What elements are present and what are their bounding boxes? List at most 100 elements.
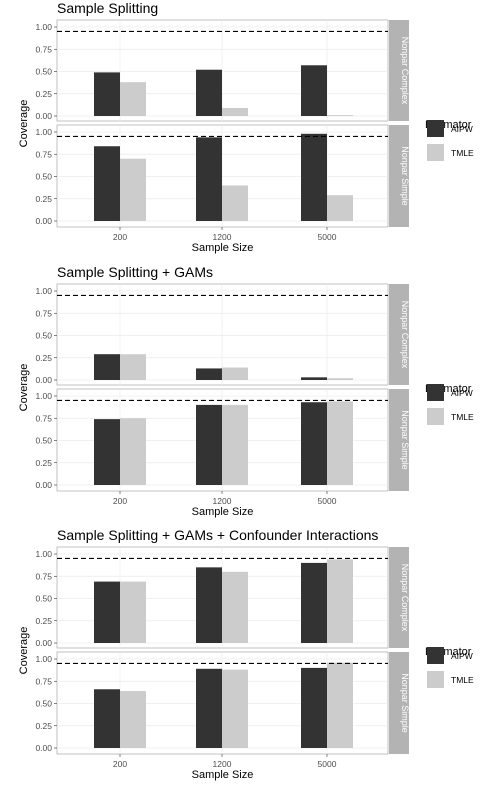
legend-key-tmle [427,144,444,161]
legend-label: TMLE [451,148,474,158]
facet-2: 0.00 0.25 0.50 0.75 1.00 Nonpar Simple [35,651,410,755]
x-tick-label: 5000 [318,496,337,506]
legend-label: AIPW [451,388,473,398]
y-tick-label: 1.00 [35,391,52,401]
bar-tmle [327,559,353,643]
y-tick-label: 0.25 [35,721,52,731]
bar-aipw [196,404,222,485]
facet-strip [389,389,409,491]
bar-tmle [222,404,248,485]
bar-aipw [301,65,327,116]
bar-aipw [94,146,120,221]
bar-tmle [327,401,353,485]
bar-aipw [301,402,327,485]
y-tick-label: 0.25 [35,616,52,626]
legend-label: AIPW [451,124,473,134]
facet-strip [389,652,409,754]
legend-key-tmle [427,671,444,688]
bar-aipw [196,668,222,748]
x-tick-label: 200 [113,496,127,506]
bar-tmle [120,354,146,380]
y-tick-label: 0.50 [35,172,52,182]
bar-tmle [222,107,248,116]
y-tick-label: 0.75 [35,44,52,54]
y-tick-label: 1.00 [35,549,52,559]
facet-strip-label: Nonpar Complex [400,301,410,369]
y-tick-label: 0.00 [35,743,52,753]
bar-tmle [327,195,353,221]
y-tick-label: 0.50 [35,67,52,77]
legend-label: AIPW [451,651,473,661]
chart-1: Sample Splitting 0.00 0.25 0.50 0.75 1.00 Nonp… [18,0,474,254]
y-tick-label: 0.25 [35,89,52,99]
legend-key-aipw [427,384,444,401]
chart-title: Sample Splitting + GAMs + Confounder Int… [57,527,378,543]
facet-strip-label: Nonpar Simple [400,410,410,470]
y-tick-label: 1.00 [35,286,52,296]
bar-tmle [222,185,248,221]
facet-1: 0.00 0.25 0.50 0.75 1.00 Nonpar Complex [35,283,410,386]
y-tick-label: 0.00 [35,216,52,226]
bar-aipw [301,562,327,643]
bar-aipw [301,377,327,380]
x-tick-label: 5000 [318,232,337,242]
legend-key-aipw [427,647,444,664]
bar-aipw [94,689,120,748]
bar-tmle [222,669,248,748]
y-tick-label: 0.50 [35,436,52,446]
facet-strip [389,125,409,227]
y-tick-label: 0.50 [35,699,52,709]
y-tick-label: 0.75 [35,308,52,318]
chart-3: Sample Splitting + GAMs + Confounder Int… [18,527,474,781]
y-tick-label: 1.00 [35,22,52,32]
y-tick-label: 0.50 [35,594,52,604]
chart-2: Sample Splitting + GAMs 0.00 0.25 0.50 0.75 1… [18,264,474,518]
bar-tmle [222,571,248,643]
y-tick-label: 0.00 [35,480,52,490]
y-tick-label: 0.75 [35,149,52,159]
x-axis-title: Sample Size [192,506,254,518]
chart-title: Sample Splitting [57,0,158,16]
y-tick-label: 0.00 [35,375,52,385]
bar-aipw [301,133,327,221]
facet-2: 0.00 0.25 0.50 0.75 1.00 Nonpar Simple [35,124,410,228]
bar-aipw [196,368,222,380]
facet-strip-label: Nonpar Simple [400,146,410,206]
bar-aipw [196,137,222,221]
x-tick-label: 5000 [318,759,337,769]
facet-strip [389,284,409,385]
y-tick-label: 0.75 [35,413,52,423]
legend-key-tmle [427,408,444,425]
y-tick-label: 0.50 [35,331,52,341]
bar-aipw [94,72,120,116]
facet-strip-label: Nonpar Complex [400,37,410,105]
bar-aipw [196,567,222,643]
facet-strip [389,547,409,648]
facet-strip-label: Nonpar Complex [400,564,410,632]
legend-key-aipw [427,120,444,137]
x-tick-label: 1200 [213,759,232,769]
bar-aipw [94,581,120,643]
y-axis-title: Coverage [18,627,30,675]
bar-aipw [94,419,120,485]
y-tick-label: 0.25 [35,353,52,363]
y-axis-title: Coverage [18,364,30,412]
x-tick-label: 200 [113,759,127,769]
y-tick-label: 0.25 [35,458,52,468]
bar-aipw [94,354,120,380]
x-tick-label: 200 [113,232,127,242]
y-tick-label: 1.00 [35,654,52,664]
bar-tmle [120,418,146,485]
bar-tmle [120,82,146,116]
bar-tmle [120,581,146,643]
bar-aipw [196,69,222,116]
bar-aipw [301,667,327,748]
bar-tmle [327,115,353,116]
chart-title: Sample Splitting + GAMs [57,264,213,280]
bar-tmle [120,158,146,221]
y-tick-label: 0.25 [35,194,52,204]
x-tick-label: 1200 [213,496,232,506]
y-axis-title: Coverage [18,100,30,148]
x-tick-label: 1200 [213,232,232,242]
